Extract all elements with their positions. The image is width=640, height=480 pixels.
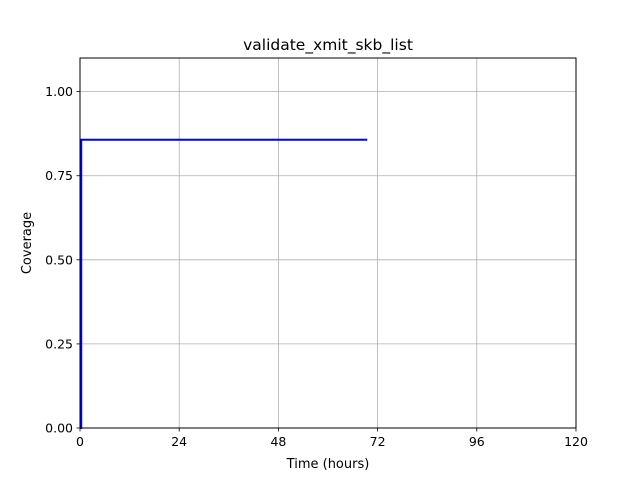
- tick-layer: 0 24 48 72 96 120 0.00 0.25 0.50 0.75 1.00: [45, 84, 588, 449]
- y-tick-label: 0.00: [45, 421, 73, 436]
- y-tick-label: 0.75: [45, 168, 73, 183]
- x-tick-label: 24: [171, 434, 187, 449]
- y-axis-title: Coverage: [20, 212, 35, 274]
- y-tick-label: 0.25: [45, 336, 73, 351]
- x-tick-label: 96: [469, 434, 485, 449]
- x-axis-title: Time (hours): [286, 457, 370, 472]
- chart-title: validate_xmit_skb_list: [243, 36, 413, 55]
- x-tick-label: 0: [76, 434, 84, 449]
- y-tick-label: 0.50: [45, 252, 73, 267]
- x-tick-label: 72: [370, 434, 386, 449]
- y-tick-label: 1.00: [45, 84, 73, 99]
- x-tick-label: 120: [564, 434, 588, 449]
- plot-area-frame: [79, 57, 577, 429]
- x-tick-label: 48: [270, 434, 286, 449]
